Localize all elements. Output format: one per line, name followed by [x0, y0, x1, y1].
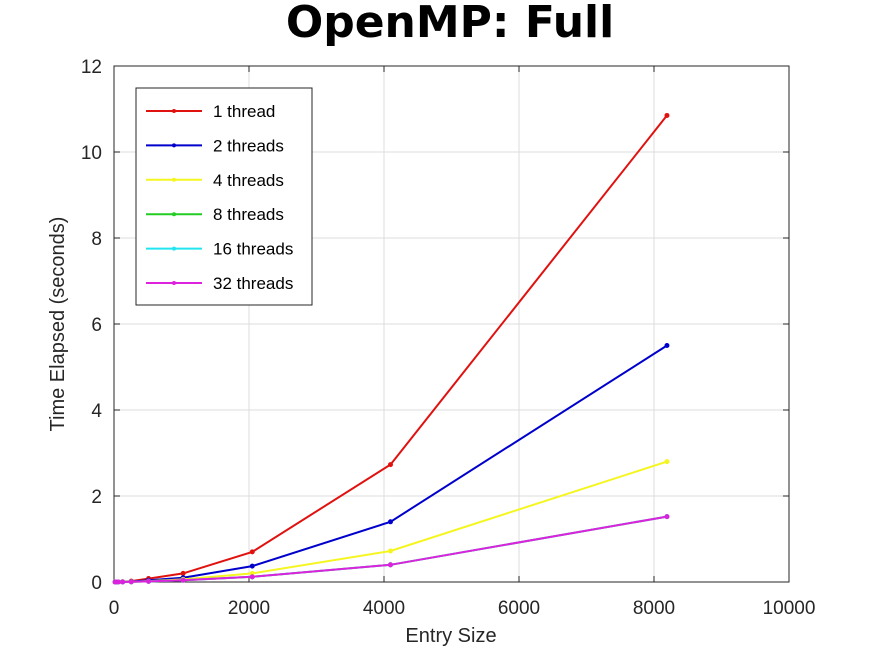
y-tick-label: 4	[91, 401, 102, 422]
data-point	[180, 570, 186, 576]
legend-label: 2 threads	[213, 136, 284, 155]
data-point	[664, 343, 670, 348]
x-tick-label: 10000	[763, 598, 816, 619]
y-tick-label: 8	[91, 229, 102, 250]
legend-marker	[172, 143, 176, 148]
legend-label: 1 thread	[213, 102, 275, 121]
x-tick-label: 6000	[498, 598, 540, 619]
x-tick-label: 4000	[363, 598, 405, 619]
data-point	[115, 579, 121, 585]
legend-label: 16 threads	[213, 240, 293, 259]
data-point	[387, 519, 393, 525]
legend-marker	[172, 281, 176, 285]
legend-marker	[172, 212, 176, 217]
data-point	[249, 574, 255, 580]
x-tick-label: 8000	[633, 598, 675, 619]
legend-label: 4 threads	[213, 171, 284, 190]
data-point	[664, 112, 670, 118]
y-tick-label: 2	[91, 487, 102, 508]
y-tick-label: 6	[91, 315, 102, 336]
data-point	[146, 578, 152, 584]
series-lines	[112, 112, 670, 585]
data-point	[128, 579, 134, 585]
legend-marker	[172, 109, 176, 113]
x-tick-label: 2000	[228, 598, 270, 619]
y-axis-label: Time Elapsed (seconds)	[47, 217, 69, 432]
legend-marker	[172, 177, 176, 182]
y-axis-ticks: 0 2 4 6 8 10 12	[81, 57, 789, 594]
legend-label: 8 threads	[213, 205, 284, 224]
y-tick-label: 0	[91, 573, 102, 594]
data-point	[664, 459, 670, 465]
legend-box	[135, 87, 313, 306]
x-axis-label: Entry Size	[405, 625, 496, 647]
data-point	[249, 563, 255, 569]
data-point	[664, 514, 670, 520]
data-point	[249, 549, 255, 555]
y-tick-label: 12	[81, 57, 102, 78]
data-point	[387, 462, 393, 468]
x-axis-ticks: 0 2000 4000 6000 8000 10000	[109, 66, 816, 619]
data-point	[120, 579, 126, 585]
chart-title: OpenMP: Full	[286, 0, 614, 48]
legend-label: 32 threads	[213, 274, 293, 293]
data-point	[180, 577, 186, 583]
x-tick-label: 0	[109, 598, 120, 619]
legend: 1 thread 2 threads 4 threads 8 threads 16 th…	[135, 87, 313, 306]
data-point	[387, 562, 393, 568]
y-tick-label: 10	[81, 143, 102, 164]
data-point	[387, 548, 393, 554]
legend-marker	[172, 246, 176, 251]
